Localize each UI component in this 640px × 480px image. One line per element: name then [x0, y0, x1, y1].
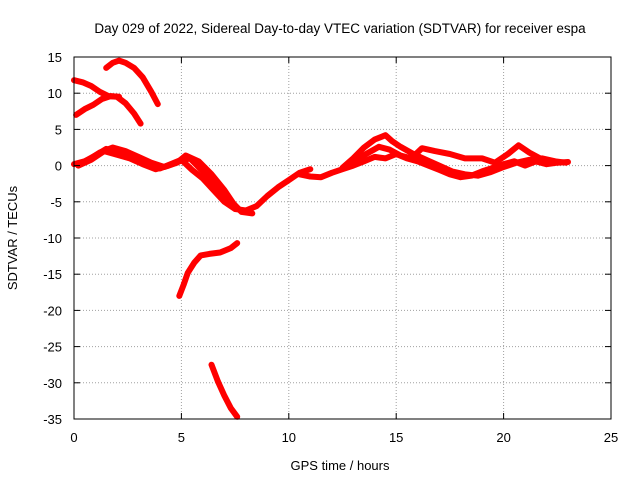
y-tick-label: -25: [43, 340, 62, 355]
x-tick-label: 25: [604, 430, 618, 445]
y-tick-label: -10: [43, 231, 62, 246]
y-tick-label: 10: [48, 86, 62, 101]
y-tick-label: 15: [48, 50, 62, 65]
series-arc-main-c: [81, 144, 239, 210]
series-arc-early-down: [71, 77, 144, 127]
y-tick-label: -30: [43, 376, 62, 391]
series-arc-dip: [176, 240, 241, 299]
y-tick-label: -15: [43, 267, 62, 282]
x-tick-label: 20: [496, 430, 510, 445]
y-tick-label: -20: [43, 303, 62, 318]
series-arc-early-low: [73, 93, 123, 118]
x-axis-label: GPS time / hours: [291, 458, 390, 473]
y-axis-label: SDTVAR / TECUs: [5, 185, 20, 290]
series-arc-mid-c: [350, 142, 544, 166]
y-tick-label: 5: [55, 122, 62, 137]
chart-title: Day 029 of 2022, Sidereal Day-to-day VTE…: [94, 21, 586, 36]
series-arc-early-up: [103, 57, 161, 108]
y-tick-label: -35: [43, 412, 62, 427]
y-tick-label: -5: [50, 195, 62, 210]
series-arc-mid-b: [339, 132, 569, 179]
axis-ticks: 0 5 10 15 20 25 15 10 5 0 -5 -10 -15 -20 -25 -30 -35: [43, 50, 618, 445]
grid-lines: [74, 57, 611, 419]
x-tick-label: 15: [389, 430, 403, 445]
series-layer: [71, 57, 571, 420]
y-tick-label: 0: [55, 159, 62, 174]
x-tick-label: 0: [70, 430, 77, 445]
x-tick-label: 10: [282, 430, 296, 445]
series-arc-plunge: [208, 361, 241, 420]
x-tick-label: 5: [178, 430, 185, 445]
